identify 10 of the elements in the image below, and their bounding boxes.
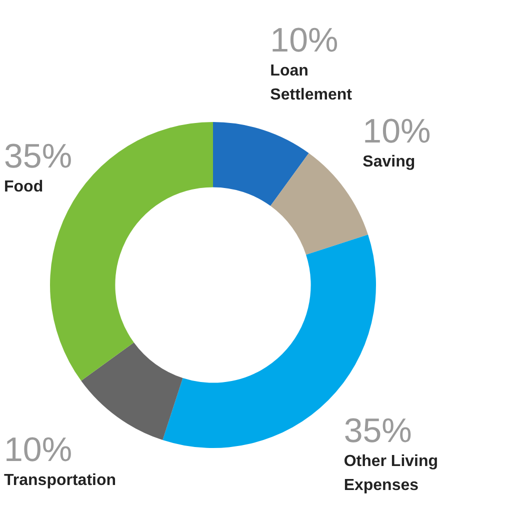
data-label: 10% — [4, 431, 72, 470]
slice-label: Other Living Expenses — [344, 453, 438, 494]
slice-label: Saving — [362, 154, 416, 171]
slice-label: Food — [4, 178, 44, 196]
data-label: 10% — [270, 21, 338, 60]
data-label: 35% — [4, 137, 72, 176]
data-label: 35% — [344, 412, 412, 450]
data-label: 10% — [362, 112, 431, 151]
slice-label: Loan Settlement — [270, 62, 353, 104]
slice-label: Transportation — [4, 472, 116, 490]
